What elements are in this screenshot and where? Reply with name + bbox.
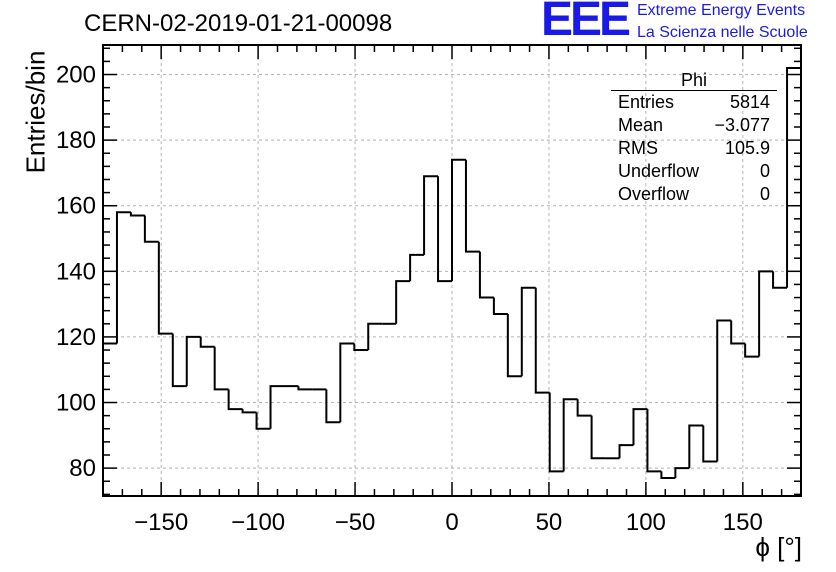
histogram-bin xyxy=(102,342,117,496)
histogram-bin xyxy=(464,159,480,253)
stats-value: 5814 xyxy=(729,92,770,112)
histogram-bin xyxy=(674,467,690,478)
x-tick-label: −150 xyxy=(134,509,188,536)
histogram-bin xyxy=(395,280,411,324)
y-tick-label: 120 xyxy=(56,324,96,351)
tick-labels: −150 −100 −50 0 50 100 150 80 100 120 140 160 180 200 xyxy=(56,62,763,536)
x-tick-label: 100 xyxy=(626,509,666,536)
histogram-bin xyxy=(506,313,522,378)
histogram-bin xyxy=(492,297,508,315)
stats-label: Entries xyxy=(618,92,675,112)
stats-label: Mean xyxy=(618,115,664,135)
stats-row-rms: RMS 105.9 xyxy=(611,137,777,160)
histogram-bin xyxy=(534,287,550,394)
y-tick-label: 160 xyxy=(56,193,96,220)
histogram-bin xyxy=(548,392,564,473)
histogram-bin xyxy=(576,399,592,417)
x-tick-label: 50 xyxy=(536,509,563,536)
histogram-bin xyxy=(758,270,774,357)
histogram-bin xyxy=(451,158,466,282)
x-tick-label: −100 xyxy=(231,509,285,536)
histogram-bin xyxy=(772,271,788,289)
histogram-bin xyxy=(213,346,229,391)
stats-value: 0 xyxy=(759,184,770,204)
y-tick-label: 100 xyxy=(56,390,96,417)
histogram-bin xyxy=(409,253,425,282)
stats-row-entries: Entries 5814 xyxy=(611,91,777,114)
histogram-bin xyxy=(562,398,578,472)
y-tick-label: 200 xyxy=(56,62,96,89)
x-tick-label: −50 xyxy=(335,509,376,536)
logo-caption-line1: Extreme Energy Events xyxy=(637,2,806,19)
histogram-bin xyxy=(618,444,634,459)
histogram-bin xyxy=(520,286,536,377)
histogram-bin xyxy=(325,389,341,424)
y-tick-label: 180 xyxy=(56,127,96,154)
y-tick-label: 80 xyxy=(69,455,96,482)
histogram-bin xyxy=(297,386,313,391)
histogram-bin xyxy=(437,176,452,283)
stats-row-overflow: Overflow 0 xyxy=(611,183,777,206)
histogram-bin xyxy=(157,241,173,335)
histogram-bin xyxy=(115,211,131,344)
histogram-bin xyxy=(590,415,606,460)
histogram-bin xyxy=(730,320,746,345)
stats-value: −3.077 xyxy=(714,115,770,135)
stats-value: 0 xyxy=(759,161,770,181)
histogram-bin xyxy=(632,408,648,446)
histogram-bin xyxy=(716,319,732,462)
histogram-bin xyxy=(660,471,676,479)
histogram-bin xyxy=(227,389,243,411)
axes xyxy=(102,44,802,497)
histogram-bin xyxy=(269,385,285,429)
histogram-bin xyxy=(646,409,662,473)
histogram-bin xyxy=(143,215,159,243)
histogram-bin xyxy=(744,343,760,358)
histogram-bin xyxy=(339,342,355,423)
histogram-bin xyxy=(353,343,369,352)
histogram-bin xyxy=(129,212,145,217)
histogram-bin xyxy=(688,424,704,469)
histogram-bin xyxy=(702,425,718,463)
y-axis-title: Entries/bin xyxy=(20,50,51,174)
stats-label: RMS xyxy=(618,138,658,158)
stats-title: Phi xyxy=(611,70,777,91)
histogram-bin xyxy=(171,333,187,388)
histogram-bin xyxy=(255,412,271,430)
stats-value: 105.9 xyxy=(724,138,770,158)
stats-row-mean: Mean −3.077 xyxy=(611,114,777,137)
histogram-bin xyxy=(241,409,257,414)
histogram-bin xyxy=(478,251,494,299)
x-tick-label: 0 xyxy=(445,509,458,536)
histogram-bin xyxy=(185,335,201,387)
stats-box: Phi Entries 5814 Mean −3.077 RMS 105.9 U… xyxy=(611,70,777,206)
logo-caption-line2: La Scienza nelle Scuole xyxy=(637,24,808,41)
histogram-bin xyxy=(423,175,439,255)
x-axis-title: ϕ [°] xyxy=(755,532,802,562)
x-tick-label: 150 xyxy=(723,509,763,536)
histogram-bin xyxy=(367,322,383,351)
chart-title: CERN-02-2019-01-21-00098 xyxy=(84,10,393,37)
stats-row-underflow: Underflow 0 xyxy=(611,160,777,183)
eee-logo: EEE xyxy=(541,0,631,46)
y-tick-label: 140 xyxy=(56,258,96,285)
stats-label: Underflow xyxy=(618,161,700,181)
stats-label: Overflow xyxy=(618,184,690,204)
histogram-bin xyxy=(199,336,215,348)
histogram-bin xyxy=(786,66,802,496)
